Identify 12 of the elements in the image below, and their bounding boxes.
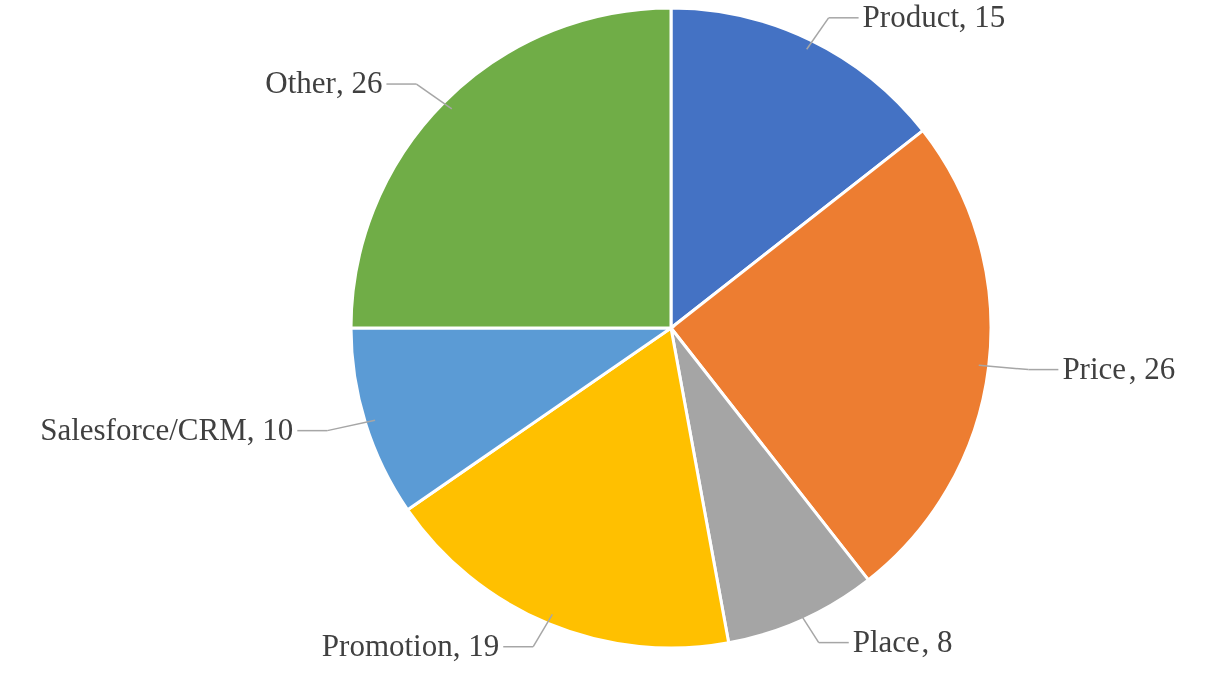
data-label: , 15 (958, 0, 1006, 34)
slice-label: Other (265, 65, 337, 101)
data-label: , 10 (246, 411, 294, 447)
slice-label: Salesforce/CRM (40, 411, 247, 447)
data-label: , 19 (452, 627, 500, 663)
slice-label: Promotion (321, 627, 454, 663)
legend-label: Place (852, 623, 920, 659)
data-label: , 8 (921, 623, 953, 659)
slice-label: Price (1062, 350, 1127, 386)
data-label: , 26 (1128, 350, 1176, 386)
data-label: , 26 (335, 65, 383, 101)
slice-label: Product (862, 0, 960, 34)
